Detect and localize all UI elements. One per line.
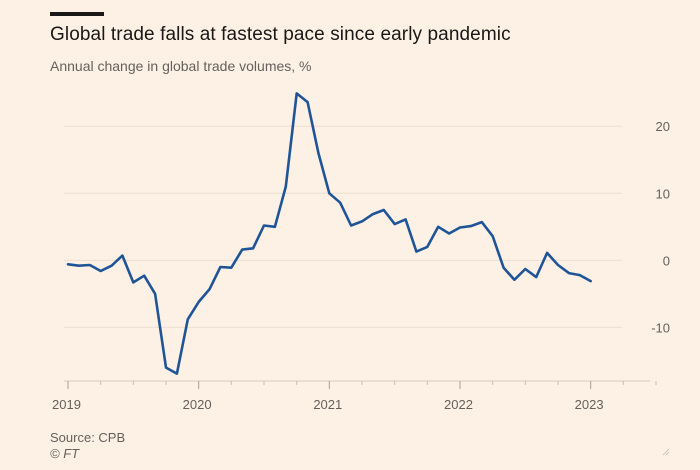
copyright-credit: © FT — [50, 446, 80, 461]
chart-subtitle: Annual change in global trade volumes, % — [50, 58, 312, 74]
x-tick-label: 2022 — [444, 397, 473, 412]
x-tick-label: 2023 — [575, 397, 604, 412]
x-tick-label: 2019 — [52, 397, 81, 412]
brand-bar — [50, 12, 104, 16]
series-points — [67, 93, 591, 374]
series-line — [66, 92, 592, 375]
chart-title: Global trade falls at fastest pace since… — [50, 24, 511, 45]
x-tick-label: 2021 — [313, 397, 342, 412]
y-tick-label: 20 — [656, 119, 670, 134]
y-tick-label: 0 — [663, 253, 670, 268]
y-tick-label: 10 — [656, 186, 670, 201]
gridlines — [64, 125, 622, 328]
x-tick-label: 2020 — [183, 397, 212, 412]
x-axis: 2019 2020 2021 2022 2023 — [52, 380, 657, 412]
y-tick-label: -10 — [651, 320, 670, 335]
source-note: Source: CPB — [50, 430, 126, 445]
y-axis: 20 10 0 -10 — [651, 119, 670, 335]
resize-handle-icon — [662, 448, 670, 456]
